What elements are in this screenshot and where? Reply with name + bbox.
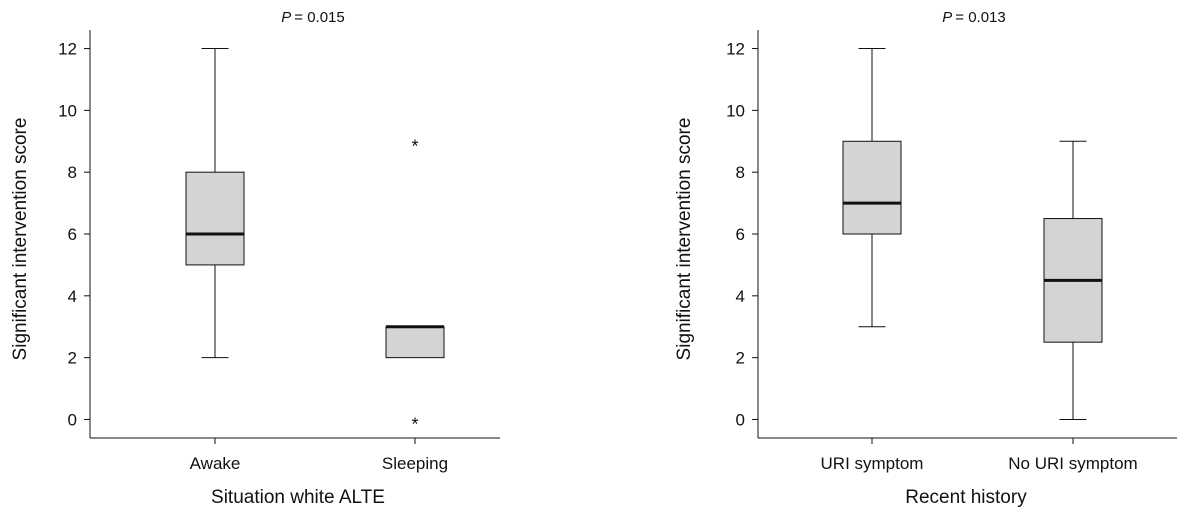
y-tick-label: 6 xyxy=(736,225,745,244)
iqr-box xyxy=(185,171,245,266)
y-tick-label: 10 xyxy=(58,101,77,120)
outlier-marker: * xyxy=(411,136,418,156)
y-axis-title: Significant intervention score xyxy=(10,118,31,361)
y-tick-label: 2 xyxy=(68,349,77,368)
p-symbol: P xyxy=(942,9,952,26)
x-tick-label: Sleeping xyxy=(382,454,448,473)
x-axis-title: Recent history xyxy=(905,487,1027,508)
box-group-no-uri-symptom xyxy=(1043,140,1103,420)
x-tick-label: No URI symptom xyxy=(1008,454,1137,473)
outlier-marker: * xyxy=(411,414,418,434)
chart-panel-2: 0 2 4 6 8 10 12 URI symptom No URI symptom P = 0.0… xyxy=(674,9,1177,508)
x-axis-title: Situation white ALTE xyxy=(211,487,385,508)
y-tick-label: 8 xyxy=(736,163,745,182)
p-value: = 0.015 xyxy=(294,9,344,26)
y-tick-label: 8 xyxy=(68,163,77,182)
x-tick-label: Awake xyxy=(190,454,241,473)
y-axis-title: Significant intervention score xyxy=(674,118,695,361)
p-value-title: P = 0.013 xyxy=(942,9,1005,26)
box-group-uri-symptom xyxy=(842,48,902,328)
y-tick-label: 4 xyxy=(736,287,745,306)
y-tick-label: 12 xyxy=(726,40,745,59)
p-value: = 0.013 xyxy=(955,9,1005,26)
y-tick-label: 2 xyxy=(736,349,745,368)
y-tick-label: 10 xyxy=(726,101,745,120)
iqr-box xyxy=(385,326,445,359)
p-symbol: P xyxy=(281,9,291,26)
y-tick-label: 0 xyxy=(68,410,77,429)
y-tick-label: 6 xyxy=(68,225,77,244)
x-tick-label: URI symptom xyxy=(821,454,924,473)
iqr-box xyxy=(842,140,902,235)
y-tick-label: 12 xyxy=(58,40,77,59)
y-tick-label: 4 xyxy=(68,287,77,306)
y-tick-label: 0 xyxy=(736,410,745,429)
p-value-title: P = 0.015 xyxy=(281,9,344,26)
box-group-sleeping: ** xyxy=(385,136,445,434)
box-group-awake xyxy=(185,48,245,359)
